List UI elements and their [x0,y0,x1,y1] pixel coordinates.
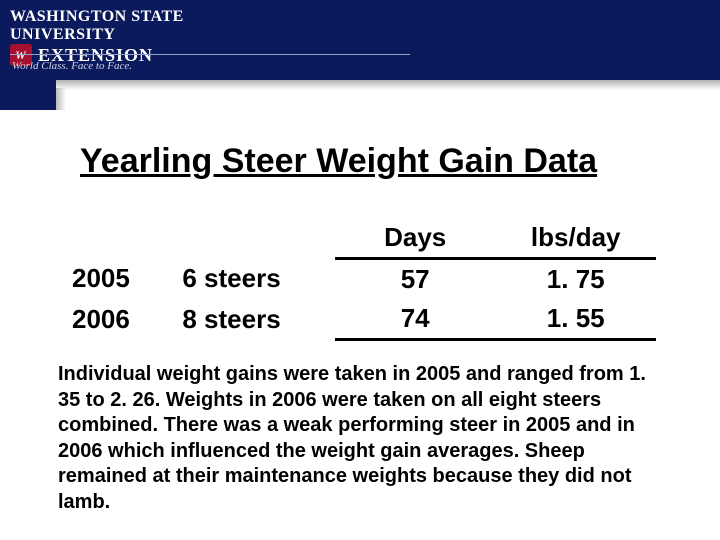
data-table: Days lbs/day 2005 6 steers 57 1. 75 2006… [64,218,656,341]
table-row: 2006 8 steers 74 1. 55 [64,299,656,340]
cell-count: 8 steers [174,299,335,340]
header-bar: WASHINGTON STATE UNIVERSITY W EXTENSION … [0,0,720,80]
col-header-rate: lbs/day [495,218,656,259]
logo-divider [10,54,410,55]
table-row: 2005 6 steers 57 1. 75 [64,259,656,300]
cell-rate: 1. 55 [495,299,656,340]
page-title: Yearling Steer Weight Gain Data [80,142,597,181]
body-paragraph: Individual weight gains were taken in 20… [58,362,670,516]
col-header-days: Days [335,218,496,259]
cell-days: 57 [335,259,496,300]
logo: WASHINGTON STATE UNIVERSITY W EXTENSION [10,8,280,64]
cell-rate: 1. 75 [495,259,656,300]
cell-days: 74 [335,299,496,340]
tagline: World Class. Face to Face. [12,60,132,72]
table-header-row: Days lbs/day [64,218,656,259]
cell-year: 2005 [64,259,174,300]
header-notch [0,80,56,110]
cell-year: 2006 [64,299,174,340]
logo-university-text: WASHINGTON STATE UNIVERSITY [10,8,280,44]
header-side-shadow [56,88,66,110]
cell-count: 6 steers [174,259,335,300]
header-shadow [56,80,720,90]
